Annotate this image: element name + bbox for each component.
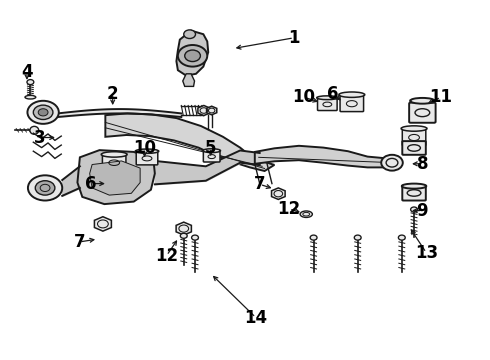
Polygon shape (207, 106, 217, 115)
Ellipse shape (135, 149, 159, 153)
Text: 2: 2 (107, 85, 119, 103)
Ellipse shape (203, 149, 220, 153)
Circle shape (38, 109, 48, 116)
Circle shape (185, 50, 200, 62)
Circle shape (411, 207, 417, 212)
Ellipse shape (402, 184, 426, 189)
FancyBboxPatch shape (402, 130, 426, 145)
Polygon shape (176, 31, 208, 76)
Circle shape (27, 80, 34, 85)
Ellipse shape (300, 211, 313, 217)
Text: 12: 12 (277, 200, 301, 218)
Circle shape (354, 235, 361, 240)
Polygon shape (77, 150, 155, 204)
Text: 10: 10 (293, 88, 315, 106)
FancyBboxPatch shape (340, 96, 364, 112)
Text: 7: 7 (254, 175, 266, 193)
FancyBboxPatch shape (318, 98, 337, 111)
Circle shape (398, 235, 405, 240)
Text: 13: 13 (415, 244, 438, 262)
Circle shape (192, 235, 198, 240)
Text: 9: 9 (416, 202, 428, 220)
Ellipse shape (410, 98, 435, 104)
Ellipse shape (101, 152, 127, 157)
FancyBboxPatch shape (409, 103, 436, 123)
Ellipse shape (30, 126, 39, 134)
FancyBboxPatch shape (203, 151, 220, 162)
Text: 6: 6 (85, 175, 97, 193)
Text: 3: 3 (34, 129, 46, 147)
Text: 11: 11 (430, 88, 452, 106)
Polygon shape (255, 146, 387, 167)
Text: 4: 4 (21, 63, 33, 81)
Circle shape (28, 175, 62, 201)
Text: 10: 10 (133, 139, 156, 157)
Circle shape (35, 181, 55, 195)
Circle shape (178, 45, 207, 67)
Text: 5: 5 (205, 139, 217, 157)
Circle shape (184, 30, 196, 39)
Polygon shape (198, 105, 210, 116)
FancyBboxPatch shape (136, 152, 158, 165)
FancyBboxPatch shape (102, 156, 126, 170)
Circle shape (180, 233, 187, 238)
Text: 7: 7 (74, 233, 85, 251)
Polygon shape (95, 217, 111, 231)
Ellipse shape (339, 92, 365, 97)
Text: 1: 1 (288, 29, 300, 47)
Polygon shape (90, 161, 140, 195)
Polygon shape (271, 188, 285, 199)
Text: 6: 6 (327, 85, 339, 103)
Text: 8: 8 (416, 155, 428, 173)
Ellipse shape (401, 126, 427, 131)
Ellipse shape (25, 95, 36, 99)
Circle shape (310, 235, 317, 240)
Ellipse shape (317, 96, 338, 100)
Circle shape (33, 105, 53, 120)
Text: 12: 12 (155, 247, 178, 265)
FancyBboxPatch shape (402, 141, 426, 155)
FancyBboxPatch shape (402, 185, 426, 201)
Polygon shape (105, 113, 274, 171)
Text: 14: 14 (244, 309, 268, 327)
Polygon shape (183, 74, 195, 86)
Circle shape (27, 101, 59, 124)
Polygon shape (176, 222, 192, 235)
Circle shape (381, 155, 403, 171)
